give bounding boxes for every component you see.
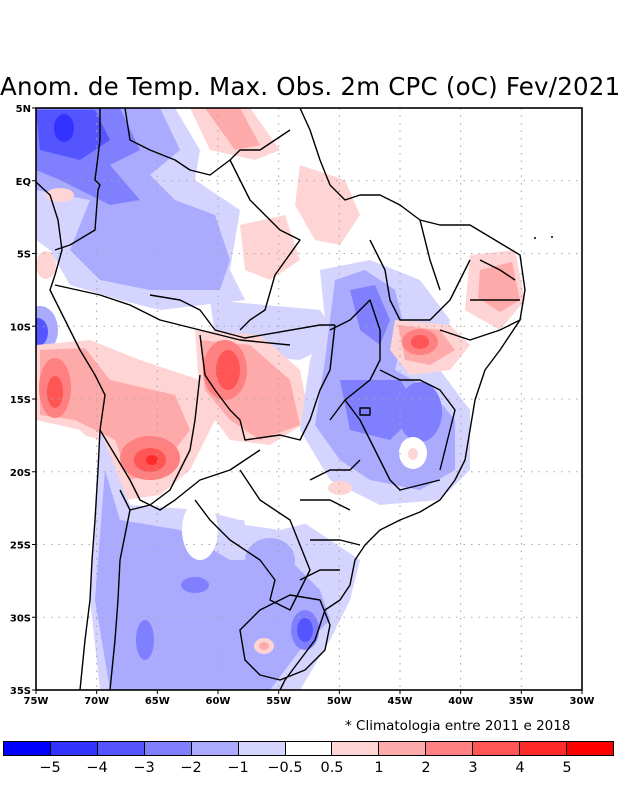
x-tick-label: 70W [84,696,109,707]
border-states-east [299,299,456,581]
border-venezuela-colombia [54,108,101,251]
border-bolivia [99,429,261,511]
anomaly-region-cold-nw-4 [36,110,110,160]
anomaly-fields [36,108,582,690]
anomaly-region-cold-nw-core [54,114,74,142]
y-tick-label: 25S [10,541,31,552]
colorbar-swatch [97,742,145,755]
colorbar-swatch [144,742,192,755]
x-tick-label: 45W [388,696,413,707]
colorbar-swatch [567,742,613,755]
x-tick-label: 40W [448,696,473,707]
colorbar-swatch [4,742,51,755]
colorbar-label: −0.5 [267,760,303,776]
ocean-east [300,108,582,690]
colorbar-swatch [426,742,474,755]
colorbar-swatch [191,742,239,755]
border-paraguay [194,469,311,611]
y-tick-label: 5S [17,250,31,261]
colorbar-label: −1 [227,760,249,776]
anomaly-region-warm-para [295,165,360,245]
colorbar-swatch [238,742,286,755]
colorbar-label: −4 [86,760,108,776]
ocean-west [36,420,100,690]
y-tick-label: 35S [10,686,31,697]
y-tick-label: 5N [16,104,31,115]
y-tick-label: EQ [16,177,31,188]
y-tick-label: 30S [10,613,31,624]
y-tick-label: 10S [10,322,31,333]
climatology-note: * Climatologia entre 2011 e 2018 [345,718,571,734]
colorbar-label: −2 [180,760,202,776]
colorbar-label: 3 [468,760,478,776]
border-argentina [109,509,131,691]
border-peru-brazil [54,284,291,346]
border-brazil-north [124,107,291,176]
colorbar-swatch [332,742,380,755]
x-tick-label: 50W [327,696,352,707]
x-tick-label: 55W [266,696,291,707]
colorbar-label: 0.5 [320,760,344,776]
colorbar-swatch [520,742,568,755]
colorbar-label: 1 [374,760,384,776]
border-uruguay [239,594,331,681]
x-tick-label: 75W [24,696,49,707]
border-states-1 [229,159,301,331]
colorbar-label: −5 [39,760,61,776]
x-tick-label: 35W [509,696,534,707]
x-tick-label: 60W [206,696,231,707]
y-tick-label: 15S [10,395,31,406]
coastline [35,107,526,691]
political-borders [35,107,526,691]
island-dot [551,236,553,238]
colorbar-swatch [379,742,427,755]
colorbar-label: 2 [421,760,431,776]
colorbar-swatch [473,742,521,755]
island-dot [534,237,536,239]
federal-district [359,407,371,416]
colorbar-swatch [285,742,333,755]
x-tick-label: 30W [570,696,595,707]
colorbar-label: −3 [133,760,155,776]
colorbar [3,741,614,756]
x-axis-ticks: 75W 70W 65W 60W 55W 50W 45W 40W 35W 30W [24,690,595,707]
border-states-2 [149,294,335,339]
colorbar-label: 5 [562,760,572,776]
graticule [36,108,582,690]
border-states-ne [369,219,521,341]
x-tick-label: 65W [145,696,170,707]
colorbar-swatch [50,742,98,755]
map-title: Anom. de Temp. Max. Obs. 2m CPC (oC) Fev… [0,72,618,101]
colorbar-label: 4 [515,760,525,776]
border-states-3 [199,324,336,441]
y-axis-ticks: 5N EQ 5S 10S 15S 20S 25S 30S 35S [10,104,36,697]
y-tick-label: 20S [10,468,31,479]
